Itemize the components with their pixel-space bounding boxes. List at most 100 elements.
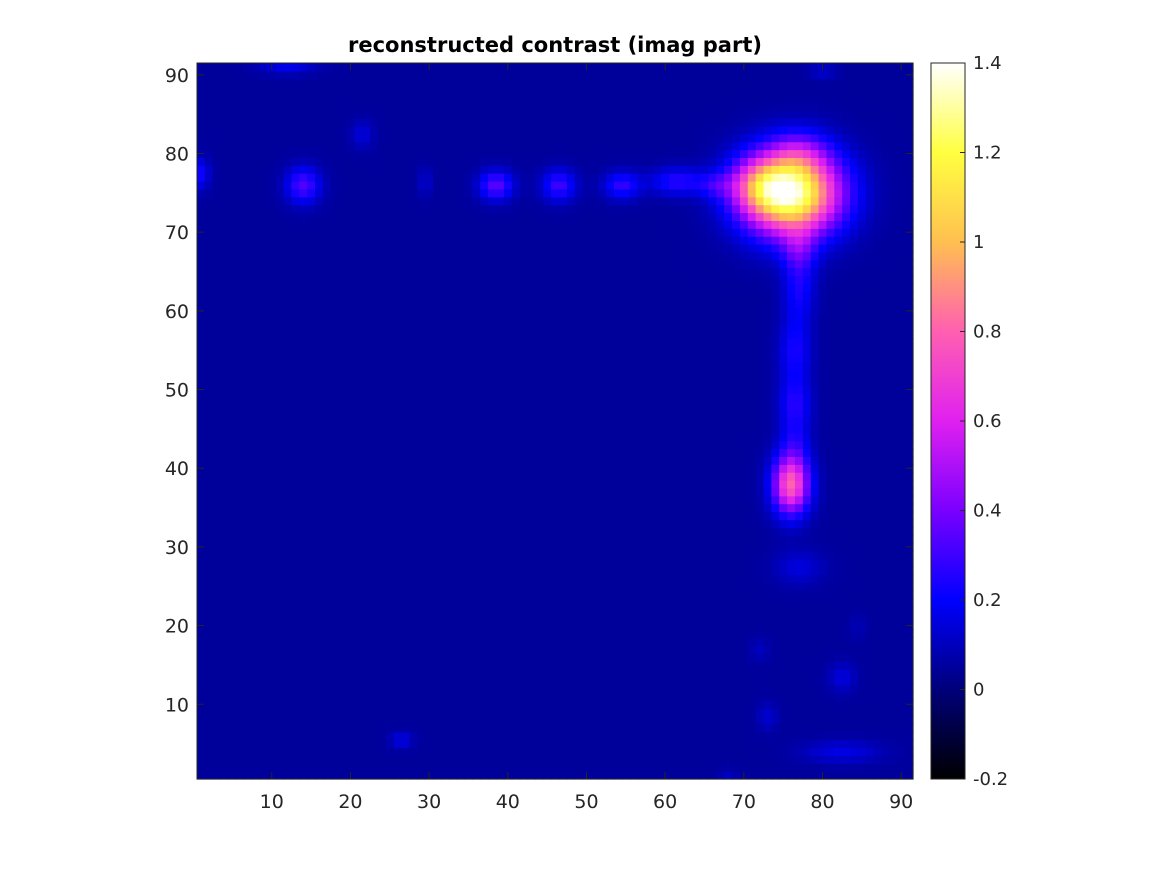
heatmap-cell	[252, 535, 261, 544]
heatmap-cell	[212, 456, 222, 465]
heatmap-cell	[653, 755, 662, 764]
heatmap-cell	[354, 432, 363, 442]
heatmap-cell	[212, 582, 222, 591]
heatmap-cell	[590, 692, 599, 701]
heatmap-cell	[857, 598, 867, 607]
heatmap-cell	[621, 417, 631, 426]
heatmap-cell	[488, 637, 497, 646]
heatmap-cell	[433, 472, 442, 481]
heatmap-cell	[228, 574, 237, 583]
heatmap-cell	[283, 668, 293, 678]
heatmap-cell	[645, 369, 654, 379]
heatmap-cell	[535, 354, 544, 363]
heatmap-cell	[228, 361, 237, 371]
heatmap-cell	[645, 393, 654, 402]
heatmap-cell	[322, 590, 332, 599]
heatmap-cell	[739, 708, 749, 717]
heatmap-cell	[889, 535, 898, 544]
heatmap-cell	[826, 692, 835, 701]
heatmap-cell	[873, 385, 883, 395]
heatmap-cell	[747, 409, 757, 418]
heatmap-cell	[653, 448, 662, 458]
heatmap-cell	[716, 558, 725, 568]
heatmap-cell	[511, 448, 521, 458]
heatmap-cell	[464, 605, 473, 615]
heatmap-cell	[739, 550, 749, 560]
heatmap-cell	[385, 503, 395, 513]
heatmap-cell	[684, 385, 694, 395]
heatmap-cell	[794, 574, 804, 583]
heatmap-cell	[574, 566, 584, 576]
heatmap-cell	[362, 393, 371, 402]
heatmap-cell	[307, 511, 316, 520]
heatmap-cell	[464, 621, 473, 631]
heatmap-cell	[495, 401, 505, 410]
heatmap-cell	[275, 440, 285, 450]
heatmap-cell	[889, 417, 898, 426]
heatmap-cell	[307, 716, 316, 725]
heatmap-cell	[259, 574, 269, 583]
heatmap-cell	[857, 472, 867, 481]
heatmap-cell	[244, 676, 253, 686]
heatmap-cell	[661, 708, 670, 717]
heatmap-cell	[897, 716, 906, 725]
heatmap-cell	[299, 771, 308, 780]
heatmap-cell	[252, 401, 261, 410]
heatmap-cell	[653, 731, 662, 741]
heatmap-cell	[716, 377, 725, 387]
heatmap-cell	[220, 409, 230, 418]
heatmap-cell	[488, 621, 497, 631]
heatmap-cell	[488, 535, 497, 544]
heatmap-cell	[330, 464, 340, 473]
heatmap-cell	[669, 574, 678, 583]
heatmap-cell	[401, 472, 411, 481]
heatmap-cell	[299, 472, 308, 481]
heatmap-cell	[865, 354, 875, 363]
heatmap-cell	[771, 519, 780, 528]
heatmap-cell	[315, 550, 324, 560]
heatmap-cell	[873, 511, 883, 520]
heatmap-cell	[794, 621, 804, 631]
heatmap-cell	[629, 424, 639, 434]
heatmap-cell	[362, 550, 371, 560]
heatmap-cell	[676, 747, 686, 756]
heatmap-cell	[307, 409, 316, 418]
heatmap-cell	[409, 487, 418, 497]
heatmap-cell	[692, 660, 702, 670]
heatmap-cell	[228, 700, 237, 709]
heatmap-cell	[621, 401, 631, 410]
heatmap-cell	[684, 401, 694, 410]
heatmap-cell	[558, 739, 568, 749]
heatmap-cell	[472, 393, 481, 402]
heatmap-cell	[417, 448, 426, 458]
heatmap-cell	[810, 731, 820, 741]
heatmap-cell	[881, 668, 890, 678]
heatmap-cell	[763, 424, 772, 434]
heatmap-cell	[330, 542, 340, 552]
heatmap-cell	[818, 472, 828, 481]
heatmap-cell	[857, 723, 867, 733]
heatmap-cell	[787, 495, 796, 505]
heatmap-cell	[834, 409, 843, 418]
heatmap-cell	[535, 527, 544, 536]
heatmap-cell	[354, 613, 363, 623]
heatmap-cell	[865, 621, 875, 631]
heatmap-cell	[684, 637, 694, 646]
heatmap-cell	[307, 393, 316, 402]
heatmap-cell	[637, 417, 647, 426]
heatmap-cell	[566, 645, 576, 654]
heatmap-cell	[739, 629, 749, 638]
heatmap-cell	[425, 542, 434, 552]
heatmap-cell	[307, 605, 316, 615]
heatmap-cell	[385, 582, 395, 591]
heatmap-cell	[881, 755, 890, 764]
heatmap-cell	[330, 550, 340, 560]
heatmap-cell	[393, 401, 403, 410]
heatmap-cell	[794, 527, 804, 536]
heatmap-cell	[865, 716, 875, 725]
heatmap-cell	[472, 739, 481, 749]
heatmap-cell	[464, 723, 473, 733]
heatmap-cell	[653, 723, 662, 733]
heatmap-cell	[456, 550, 466, 560]
heatmap-cell	[393, 731, 403, 741]
